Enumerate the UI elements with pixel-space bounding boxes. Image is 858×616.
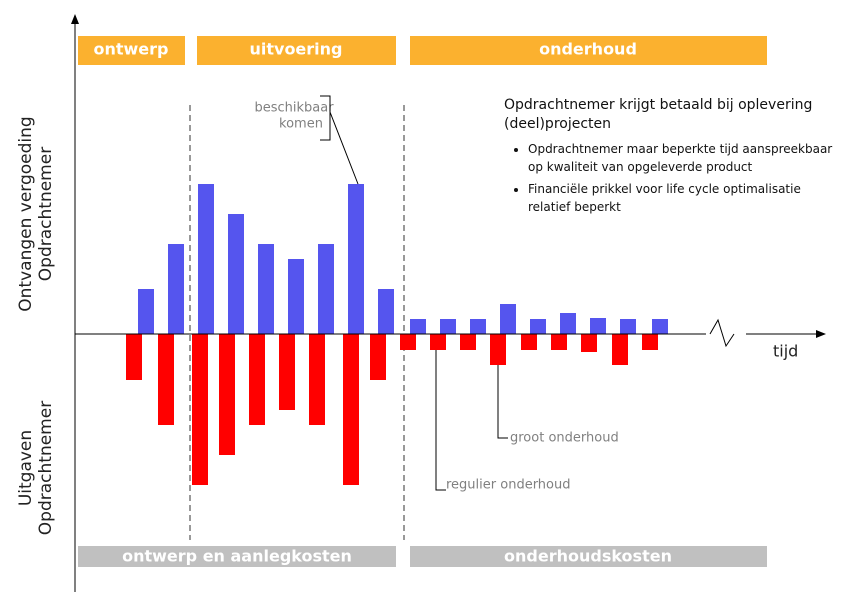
band-segment: [410, 36, 767, 65]
annotation: groot onderhoud: [510, 431, 619, 446]
y-label: Opdrachtnemer: [36, 401, 56, 535]
bar: [581, 334, 597, 352]
annotation: beschikbaar: [254, 101, 334, 116]
bar: [490, 334, 506, 365]
bar: [410, 319, 426, 334]
bar: [348, 184, 364, 334]
bar: [279, 334, 295, 410]
bar: [258, 244, 274, 334]
bar: [138, 289, 154, 334]
info-heading: Opdrachtnemer krijgt betaald bij oplever…: [504, 97, 813, 132]
band-segment: [197, 36, 396, 65]
y-label: Opdrachtnemer: [36, 147, 56, 281]
y-label: Ontvangen vergoeding: [16, 116, 36, 311]
bar: [158, 334, 174, 425]
income-bars: [138, 184, 668, 334]
bar: [470, 319, 486, 334]
bar: [192, 334, 208, 485]
bar: [430, 334, 446, 350]
annotation: komen: [279, 117, 323, 132]
band-segment: [78, 36, 185, 65]
bar: [198, 184, 214, 334]
bar: [400, 334, 416, 350]
band-segment: [78, 546, 396, 567]
annotation: regulier onderhoud: [446, 478, 571, 493]
bar: [126, 334, 142, 380]
bar: [343, 334, 359, 485]
bar: [309, 334, 325, 425]
bar: [560, 313, 576, 334]
bar: [612, 334, 628, 365]
bar: [370, 334, 386, 380]
arrow: [71, 14, 79, 24]
info-bullet: Opdrachtnemer maar beperkte tijd aanspre…: [528, 140, 836, 176]
bar: [168, 244, 184, 334]
arrow: [816, 330, 826, 338]
callout-bracket: [435, 350, 446, 491]
info-list: Opdrachtnemer maar beperkte tijd aanspre…: [500, 140, 836, 216]
band-label: ontwerp en aanlegkosten: [122, 547, 352, 566]
y-label: Uitgaven: [16, 430, 36, 506]
band-segment: [410, 546, 767, 567]
bar: [590, 318, 606, 334]
bar: [249, 334, 265, 425]
expense-bars: [126, 334, 658, 485]
bar: [530, 319, 546, 334]
callout-bracket: [320, 95, 359, 185]
band-label: ontwerp: [93, 40, 168, 59]
bar: [500, 304, 516, 334]
bar: [378, 289, 394, 334]
band-label: onderhoudskosten: [504, 547, 672, 566]
bar: [440, 319, 456, 334]
bar: [219, 334, 235, 455]
band-label: onderhoud: [539, 40, 637, 59]
bar: [460, 334, 476, 350]
axis-break-zigzag: [709, 318, 735, 348]
info-bullet: Financiële prikkel voor life cycle optim…: [528, 180, 836, 216]
bar: [652, 319, 668, 334]
callout-bracket: [497, 365, 508, 439]
bar: [288, 259, 304, 334]
bar: [521, 334, 537, 350]
x-label: tijd: [773, 342, 798, 361]
bar: [551, 334, 567, 350]
bar: [620, 319, 636, 334]
bar: [318, 244, 334, 334]
bar: [642, 334, 658, 350]
info-box: Opdrachtnemer krijgt betaald bij oplever…: [500, 90, 836, 266]
band-label: uitvoering: [249, 40, 342, 59]
bar: [228, 214, 244, 334]
